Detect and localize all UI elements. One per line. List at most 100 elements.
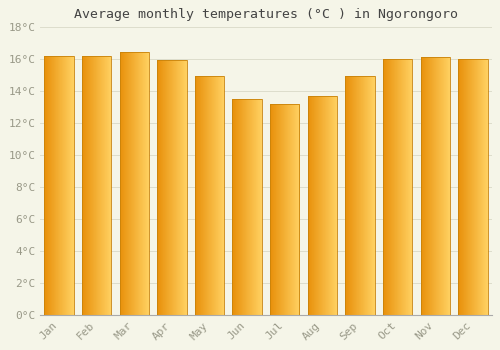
Bar — [260, 99, 261, 315]
Bar — [297, 104, 298, 315]
Bar — [243, 99, 244, 315]
Bar — [83, 56, 84, 315]
Bar — [439, 57, 440, 315]
Bar — [101, 56, 102, 315]
Bar — [138, 52, 139, 315]
Bar — [325, 96, 326, 315]
Bar — [423, 57, 424, 315]
Bar — [298, 104, 299, 315]
Bar — [73, 56, 74, 315]
Bar — [141, 52, 142, 315]
Bar — [92, 56, 93, 315]
Bar — [179, 60, 180, 315]
Bar — [484, 59, 485, 315]
Bar — [297, 104, 298, 315]
Bar — [487, 59, 488, 315]
Bar — [120, 52, 121, 315]
Bar — [91, 56, 92, 315]
Bar — [386, 59, 387, 315]
Bar — [390, 59, 391, 315]
Bar — [200, 76, 201, 315]
Bar — [183, 60, 184, 315]
Bar — [448, 57, 449, 315]
Bar — [411, 59, 412, 315]
Bar — [308, 96, 337, 315]
Bar — [431, 57, 432, 315]
Bar — [108, 56, 110, 315]
Bar — [348, 76, 349, 315]
Bar — [316, 96, 317, 315]
Bar — [270, 104, 300, 315]
Bar — [441, 57, 442, 315]
Bar — [129, 52, 130, 315]
Bar — [430, 57, 431, 315]
Bar — [200, 76, 201, 315]
Bar — [290, 104, 291, 315]
Bar — [138, 52, 139, 315]
Bar — [446, 57, 447, 315]
Bar — [432, 57, 433, 315]
Bar — [197, 76, 198, 315]
Bar — [352, 76, 353, 315]
Bar — [143, 52, 144, 315]
Bar — [352, 76, 353, 315]
Bar — [185, 60, 186, 315]
Bar — [158, 60, 159, 315]
Bar — [294, 104, 295, 315]
Bar — [71, 56, 72, 315]
Bar — [242, 99, 244, 315]
Bar — [44, 56, 74, 315]
Bar — [157, 60, 158, 315]
Bar — [66, 56, 68, 315]
Bar — [206, 76, 207, 315]
Bar — [428, 57, 429, 315]
Bar — [465, 59, 466, 315]
Bar — [477, 59, 478, 315]
Bar — [100, 56, 101, 315]
Bar — [48, 56, 50, 315]
Bar — [167, 60, 168, 315]
Bar — [357, 76, 358, 315]
Bar — [465, 59, 466, 315]
Bar — [148, 52, 149, 315]
Bar — [132, 52, 133, 315]
Bar — [134, 52, 135, 315]
Bar — [363, 76, 364, 315]
Bar — [176, 60, 177, 315]
Bar — [291, 104, 292, 315]
Bar — [172, 60, 173, 315]
Bar — [237, 99, 238, 315]
Bar — [126, 52, 127, 315]
Bar — [299, 104, 300, 315]
Bar — [294, 104, 295, 315]
Bar — [436, 57, 438, 315]
Bar — [386, 59, 387, 315]
Bar — [311, 96, 312, 315]
Bar — [146, 52, 147, 315]
Bar — [290, 104, 291, 315]
Bar — [214, 76, 215, 315]
Bar — [128, 52, 130, 315]
Bar — [109, 56, 110, 315]
Bar — [353, 76, 354, 315]
Bar — [86, 56, 88, 315]
Bar — [275, 104, 276, 315]
Bar — [409, 59, 410, 315]
Bar — [68, 56, 69, 315]
Bar — [467, 59, 468, 315]
Bar — [70, 56, 71, 315]
Bar — [209, 76, 210, 315]
Bar — [394, 59, 395, 315]
Bar — [218, 76, 219, 315]
Bar — [424, 57, 425, 315]
Bar — [123, 52, 124, 315]
Bar — [335, 96, 336, 315]
Bar — [280, 104, 281, 315]
Bar — [434, 57, 435, 315]
Bar — [215, 76, 216, 315]
Bar — [440, 57, 441, 315]
Bar — [232, 99, 233, 315]
Bar — [137, 52, 138, 315]
Bar — [478, 59, 479, 315]
Bar — [174, 60, 175, 315]
